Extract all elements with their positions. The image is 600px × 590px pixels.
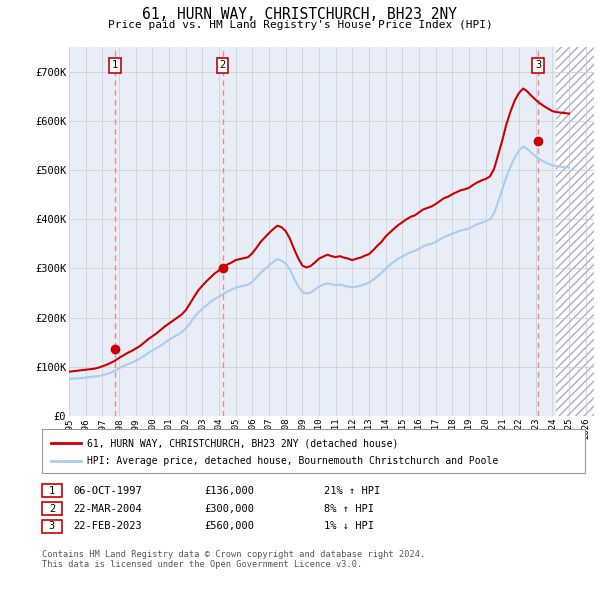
Text: Contains HM Land Registry data © Crown copyright and database right 2024.
This d: Contains HM Land Registry data © Crown c… bbox=[42, 550, 425, 569]
Text: 3: 3 bbox=[49, 522, 55, 531]
Text: £300,000: £300,000 bbox=[204, 504, 254, 513]
Text: 06-OCT-1997: 06-OCT-1997 bbox=[73, 486, 142, 496]
Text: 2: 2 bbox=[49, 504, 55, 513]
Text: HPI: Average price, detached house, Bournemouth Christchurch and Poole: HPI: Average price, detached house, Bour… bbox=[87, 456, 498, 466]
Text: 1: 1 bbox=[112, 60, 118, 70]
Text: 3: 3 bbox=[535, 60, 541, 70]
Bar bbox=[556, 47, 594, 416]
Text: 1% ↓ HPI: 1% ↓ HPI bbox=[324, 522, 374, 531]
Text: 8% ↑ HPI: 8% ↑ HPI bbox=[324, 504, 374, 513]
Text: £560,000: £560,000 bbox=[204, 522, 254, 531]
Text: 61, HURN WAY, CHRISTCHURCH, BH23 2NY: 61, HURN WAY, CHRISTCHURCH, BH23 2NY bbox=[143, 7, 458, 22]
Text: 61, HURN WAY, CHRISTCHURCH, BH23 2NY (detached house): 61, HURN WAY, CHRISTCHURCH, BH23 2NY (de… bbox=[87, 438, 398, 448]
Text: 21% ↑ HPI: 21% ↑ HPI bbox=[324, 486, 380, 496]
Text: 22-MAR-2004: 22-MAR-2004 bbox=[73, 504, 142, 513]
Text: £136,000: £136,000 bbox=[204, 486, 254, 496]
Text: Price paid vs. HM Land Registry's House Price Index (HPI): Price paid vs. HM Land Registry's House … bbox=[107, 20, 493, 30]
Text: 1: 1 bbox=[49, 486, 55, 496]
Text: 2: 2 bbox=[220, 60, 226, 70]
Text: 22-FEB-2023: 22-FEB-2023 bbox=[73, 522, 142, 531]
